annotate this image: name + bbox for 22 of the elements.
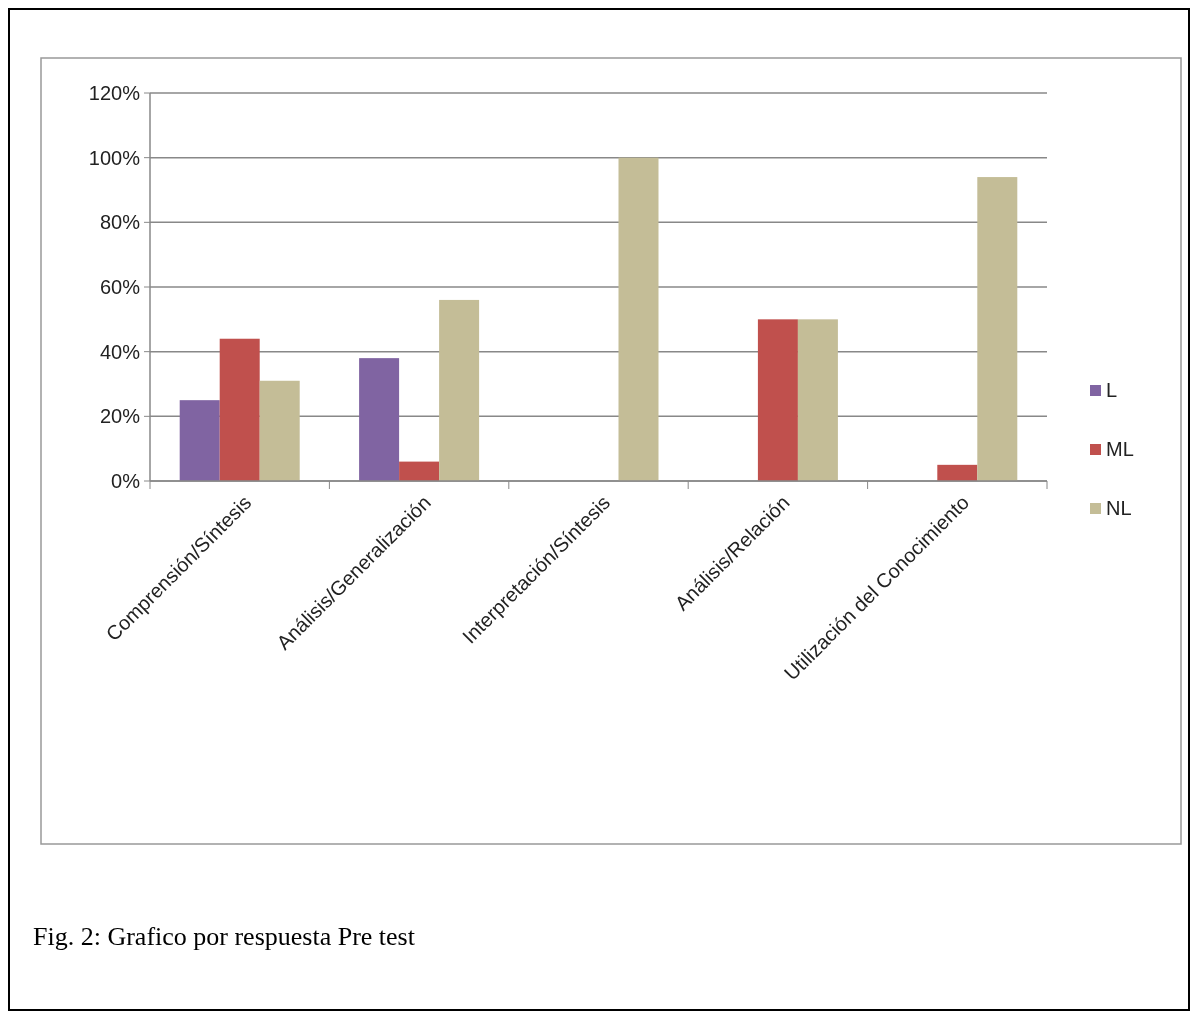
bar	[937, 464, 978, 481]
y-tick-label: 80%	[99, 211, 141, 234]
legend-label: ML	[1106, 438, 1134, 460]
caption: Fig. 2: Grafico por respuesta Pre test	[33, 922, 416, 951]
bar	[359, 358, 400, 481]
bar	[439, 299, 480, 481]
y-tick-label: 60%	[99, 276, 141, 298]
bar	[219, 338, 260, 481]
bar	[977, 177, 1018, 481]
bar	[757, 319, 798, 481]
bar	[399, 461, 440, 481]
y-tick-label: 120%	[88, 82, 141, 104]
bar	[179, 400, 220, 481]
bar	[259, 380, 300, 481]
bar	[618, 157, 659, 481]
legend-label: L	[1106, 379, 1118, 401]
y-tick-label: 40%	[99, 340, 141, 363]
y-tick-label: 100%	[88, 146, 141, 169]
y-tick-label: 20%	[99, 405, 141, 428]
y-tick-label: 0%	[111, 470, 141, 492]
bar	[797, 319, 838, 481]
legend-label: NL	[1106, 497, 1132, 519]
